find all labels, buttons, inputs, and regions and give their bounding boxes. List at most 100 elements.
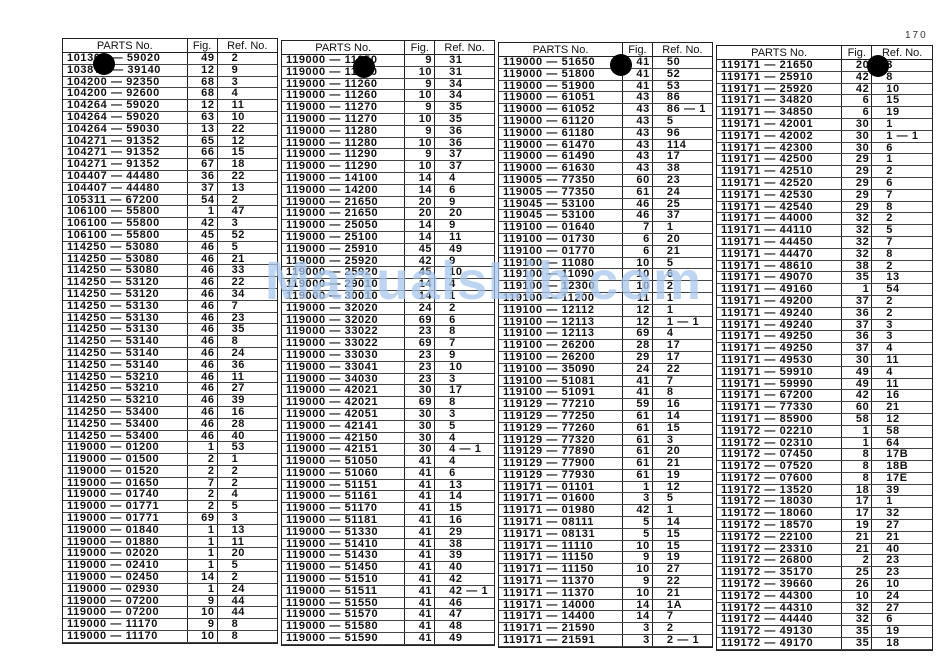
fig-number: 61	[622, 434, 653, 447]
part-number: 119171 — 44110	[717, 224, 843, 237]
part-number: 119000 — 11260	[282, 89, 406, 103]
fig-number: 32	[841, 212, 873, 226]
table-row: 119000 — 61120 43 5	[499, 115, 712, 128]
table-row: 119171 — 11150 9 19	[499, 551, 712, 565]
fig-number: 1	[841, 425, 873, 438]
fig-number: 46	[187, 323, 218, 337]
ref-number: 20	[652, 233, 712, 246]
part-number: 119000 — 51511	[282, 585, 406, 598]
ref-number: 1 — 1	[652, 316, 712, 329]
part-number: 119100 — 11200	[499, 292, 624, 305]
part-number: 119000 — 11250	[282, 66, 406, 79]
part-number: 119171 — 11370	[499, 575, 624, 588]
table-row: 119000 — 42151 30 4 — 1	[282, 443, 494, 457]
fig-header: Fig.	[187, 39, 218, 53]
table-row: 119100 — 35090 24 22	[499, 363, 712, 376]
ref-number: 44	[217, 595, 277, 608]
part-number: 119171 — 49070	[717, 271, 843, 285]
table-row: 119172 — 44310 32 27	[717, 602, 932, 615]
part-number: 119171 — 77330	[717, 401, 843, 414]
fig-number: 46	[187, 288, 218, 301]
fig-number: 6	[841, 94, 873, 108]
table-row: 119000 — 33030 23 9	[282, 349, 494, 362]
table-row: 119171 — 42510 29 2	[717, 165, 932, 178]
table-row: 119000 — 32020 24 2	[282, 302, 494, 315]
ref-number: 5	[652, 115, 712, 128]
part-number: 119000 — 11270	[282, 101, 406, 114]
fig-number: 46	[187, 300, 218, 313]
table-row: 119000 — 25050 14 9	[282, 219, 494, 232]
table-header: PARTS No. Fig. Ref. No.	[63, 39, 277, 53]
part-number: 119000 — 34030	[282, 373, 406, 386]
ref-number: 19	[652, 469, 712, 482]
part-number: 119172 — 07450	[717, 448, 843, 462]
part-number: 114250 — 53140	[63, 347, 188, 360]
ref-number: 1	[217, 453, 277, 466]
part-number: 114250 — 53400	[63, 406, 188, 419]
ref-number: 15	[652, 422, 712, 435]
ref-number: 8	[217, 618, 277, 632]
table-row: 119171 — 49250 37 4	[717, 342, 932, 355]
ref-number: 42	[434, 573, 494, 586]
part-number: 119171 — 49250	[717, 342, 843, 355]
table-row: 119171 — 21590 3 2	[499, 622, 712, 636]
ref-number: 2	[217, 477, 277, 490]
part-number: 119171 — 42500	[717, 153, 843, 167]
table-row: 119000 — 51580 41 48	[282, 620, 494, 634]
table-row: 119171 — 49160 1 54	[717, 283, 932, 296]
fig-number: 60	[841, 401, 873, 414]
table-row: 119000 — 21650 20 20	[282, 207, 494, 221]
part-number: 119000 — 42021	[282, 384, 406, 398]
part-number: 119172 — 49170	[717, 637, 843, 650]
table-row: 104264 — 59020 12 11	[63, 99, 277, 112]
fig-number: 12	[622, 304, 653, 317]
ref-number: 6	[434, 314, 494, 327]
ref-number: 37	[434, 148, 494, 162]
table-row: 119000 — 11280 9 36	[282, 125, 494, 138]
table-row: 119171 — 49530 30 11	[717, 354, 932, 367]
ref-number: 34	[434, 89, 494, 103]
fig-number: 10	[622, 540, 653, 553]
fig-number: 30	[404, 443, 436, 457]
part-number: 119000 — 11290	[282, 160, 406, 173]
part-number: 119000 — 33030	[282, 349, 406, 362]
part-number: 114250 — 53130	[63, 300, 188, 313]
fig-number: 46	[187, 347, 218, 360]
ref-number: 86	[652, 91, 712, 105]
fig-number: 3	[622, 634, 653, 647]
fig-number: 10	[404, 89, 436, 103]
fig-number: 61	[622, 186, 653, 199]
part-number: 119000 — 01500	[63, 453, 188, 466]
fig-number: 41	[622, 68, 653, 81]
ref-number: 37	[652, 209, 712, 223]
fig-number: 46	[187, 406, 218, 419]
table-row: 119000 — 25920 45 10	[282, 266, 494, 280]
table-row: 119172 — 49130 35 19	[717, 625, 932, 639]
ref-number: 2	[217, 571, 277, 584]
table-row: 119000 — 51550 41 46	[282, 597, 494, 610]
fig-number: 46	[187, 382, 218, 396]
part-number: 119172 — 07520	[717, 460, 843, 473]
fig-number: 37	[841, 295, 873, 308]
part-number: 114250 — 53080	[63, 264, 188, 278]
part-number: 119129 — 77900	[499, 457, 624, 470]
part-number: 119000 — 01840	[63, 524, 188, 537]
fig-number: 1	[187, 205, 218, 219]
part-number: 119171 — 42002	[717, 130, 843, 143]
part-number: 119171 — 11150	[499, 551, 624, 565]
table-row: 119171 — 14000 14 1A	[499, 599, 712, 612]
part-number: 119171 — 11110	[499, 540, 624, 553]
table-row: 119129 — 77320 61 3	[499, 434, 712, 447]
fig-number: 41	[622, 80, 653, 93]
table-row: 119171 — 42540 29 8	[717, 201, 932, 214]
fig-number: 65	[187, 135, 218, 148]
fig-number: 6	[622, 233, 653, 246]
part-number: 119000 — 61470	[499, 139, 624, 152]
table-row: 114250 — 53140 46 8	[63, 335, 277, 348]
part-number: 119005 — 77350	[499, 186, 624, 199]
fig-number: 49	[841, 366, 873, 379]
fig-number: 30	[404, 384, 436, 398]
ref-number: 7	[434, 337, 494, 350]
fig-number: 12	[187, 99, 218, 112]
table-row: 119171 — 34850 6 19	[717, 106, 932, 119]
